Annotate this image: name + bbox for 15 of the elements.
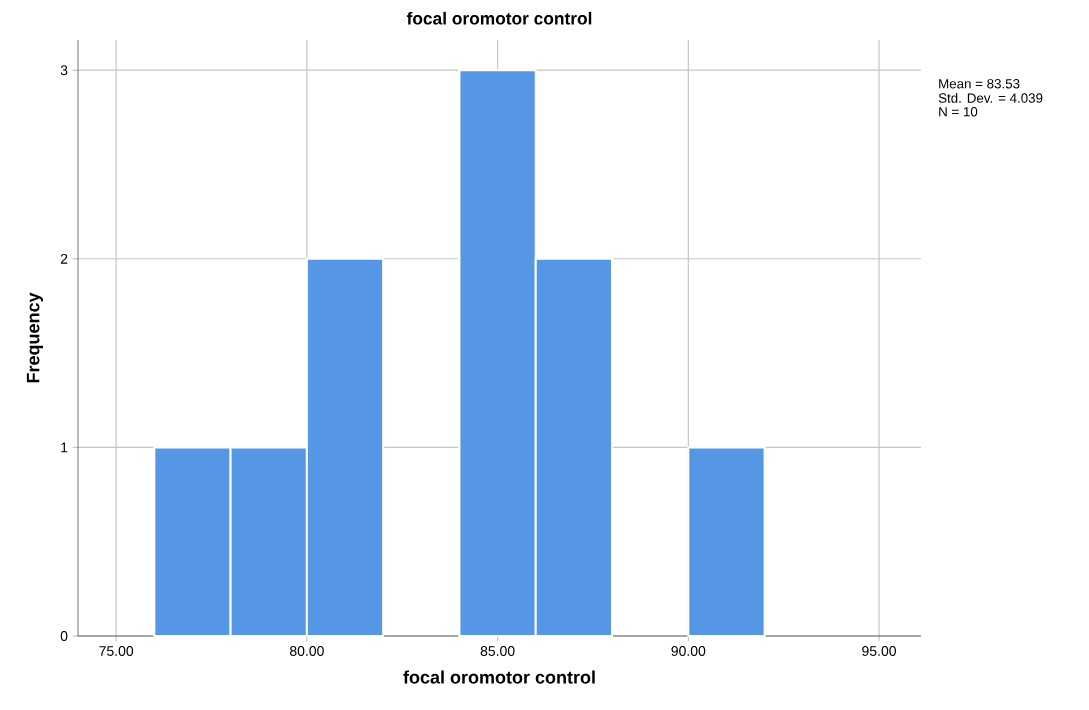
- y-tick-label: 3: [60, 65, 68, 76]
- text: Mean = 83.53: [939, 79, 1020, 89]
- x-tick-label: 75.00: [99, 646, 134, 656]
- x-tick-label: 90.00: [671, 646, 706, 656]
- x-tick-label: 95.00: [862, 646, 896, 656]
- x-tick-label: 80.00: [289, 646, 324, 656]
- chart-title: focal oromotor control: [406, 11, 592, 25]
- y-tick-label: 2: [60, 253, 68, 264]
- y-tick-label: 1: [61, 442, 68, 453]
- y-tick-label: 0: [60, 631, 68, 641]
- x-axis-title: focal oromotor control: [403, 670, 595, 684]
- text: Std. Dev. = 4.039: [938, 93, 1043, 103]
- y-axis-title: Frequency: [26, 292, 44, 383]
- x-tick-label: 85.00: [480, 646, 515, 656]
- text: N = 10: [939, 107, 978, 117]
